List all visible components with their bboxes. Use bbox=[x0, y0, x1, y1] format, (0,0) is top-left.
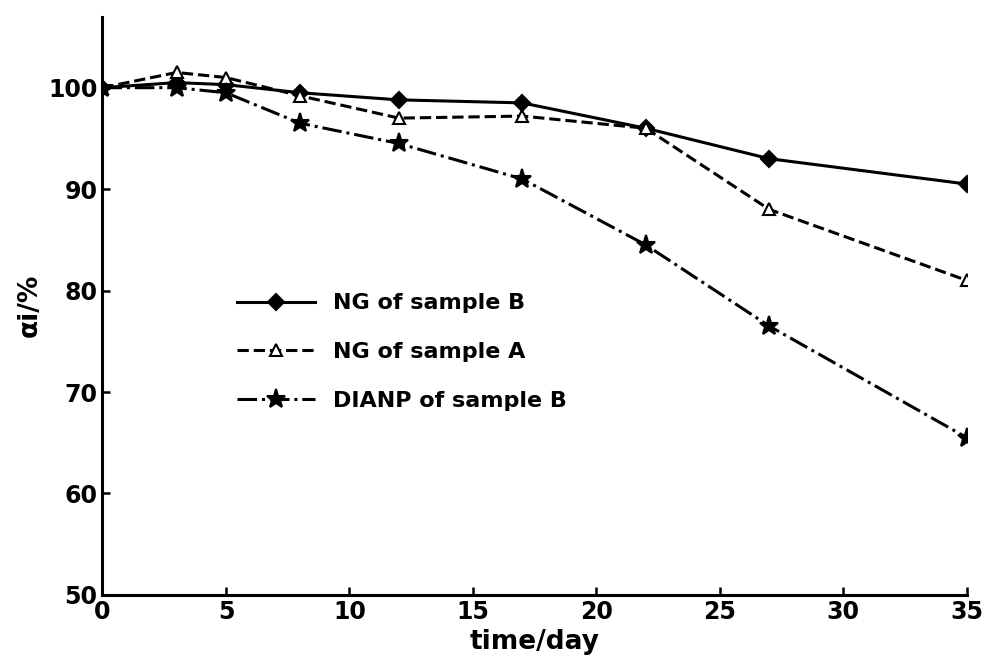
DIANP of sample B bbox=[516, 175, 528, 183]
NG of sample B bbox=[171, 79, 183, 87]
NG of sample B bbox=[516, 99, 528, 107]
NG of sample B bbox=[640, 124, 652, 132]
DIANP of sample B bbox=[171, 83, 183, 91]
NG of sample A bbox=[220, 73, 232, 81]
Line: NG of sample A: NG of sample A bbox=[96, 67, 973, 287]
NG of sample B bbox=[96, 83, 108, 91]
DIANP of sample B bbox=[220, 89, 232, 97]
DIANP of sample B bbox=[294, 119, 306, 127]
X-axis label: time/day: time/day bbox=[470, 630, 600, 655]
NG of sample B bbox=[220, 81, 232, 89]
NG of sample A bbox=[516, 112, 528, 120]
Line: NG of sample B: NG of sample B bbox=[97, 77, 972, 190]
NG of sample A bbox=[96, 83, 108, 91]
DIANP of sample B bbox=[763, 322, 775, 330]
NG of sample A bbox=[294, 92, 306, 100]
DIANP of sample B bbox=[961, 433, 973, 442]
DIANP of sample B bbox=[96, 83, 108, 91]
Line: DIANP of sample B: DIANP of sample B bbox=[93, 78, 977, 448]
NG of sample B bbox=[294, 89, 306, 97]
Y-axis label: αi/%: αi/% bbox=[17, 274, 43, 337]
NG of sample B bbox=[763, 155, 775, 163]
NG of sample A bbox=[393, 114, 405, 122]
NG of sample A bbox=[763, 206, 775, 214]
NG of sample A bbox=[961, 276, 973, 284]
DIANP of sample B bbox=[640, 241, 652, 249]
Legend: NG of sample B, NG of sample A, DIANP of sample B: NG of sample B, NG of sample A, DIANP of… bbox=[226, 282, 578, 422]
NG of sample A bbox=[640, 124, 652, 132]
NG of sample B bbox=[393, 96, 405, 104]
DIANP of sample B bbox=[393, 140, 405, 148]
NG of sample A bbox=[171, 69, 183, 77]
NG of sample B bbox=[961, 180, 973, 188]
